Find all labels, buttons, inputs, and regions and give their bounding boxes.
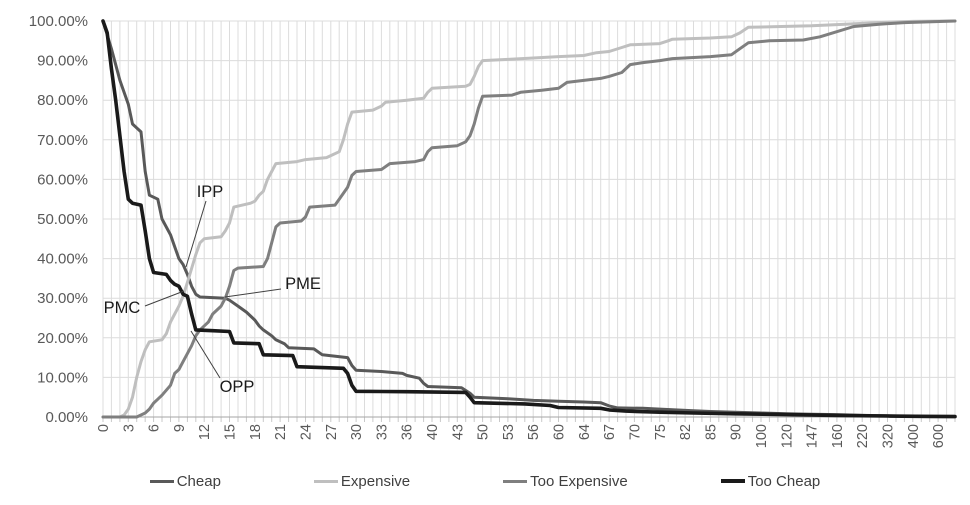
- legend-line-too-expensive: [503, 479, 528, 483]
- legend-item-too-expensive[interactable]: Too Expensive: [503, 473, 628, 490]
- legend-line-too-cheap: [720, 479, 745, 483]
- annotation-leader-pmc: [144, 290, 185, 307]
- x-tick-label: 12: [197, 424, 213, 440]
- series-line-too-expensive[interactable]: [101, 19, 957, 419]
- y-tick-label: 0.00%: [45, 409, 88, 426]
- x-tick-label: 67: [602, 424, 618, 440]
- legend-line-expensive: [313, 479, 338, 483]
- x-tick-label: 120: [779, 424, 795, 448]
- x-tick-label: 15: [223, 424, 239, 440]
- annotation-label-pmc: PMC: [104, 299, 141, 317]
- x-tick-label: 24: [299, 424, 315, 440]
- x-tick-label: 220: [855, 424, 871, 448]
- x-tick-label: 85: [703, 424, 719, 440]
- legend-label-expensive: Expensive: [340, 472, 411, 490]
- x-tick-label: 70: [627, 424, 643, 440]
- y-tick-label: 100.00%: [29, 13, 88, 30]
- axis-labels: 0.00% 10.00% 20.00% 30.00% 40.00% 50.00% 60.00…: [29, 13, 947, 448]
- y-tick-label: 80.00%: [37, 92, 88, 109]
- x-tick-label: 56: [526, 424, 542, 440]
- x-tick-label: 36: [400, 424, 416, 440]
- x-tick-label: 50: [476, 424, 492, 440]
- x-tick-label: 43: [450, 424, 466, 440]
- x-tick-label: 40: [425, 424, 441, 440]
- x-tick-label: 600: [931, 424, 947, 448]
- annotation-label-opp: OPP: [220, 378, 255, 396]
- annotation-label-ipp: IPP: [197, 183, 224, 201]
- legend-label-too-expensive: Too Expensive: [530, 472, 628, 490]
- x-tick-label: 64: [577, 424, 593, 440]
- legend-item-too-cheap[interactable]: Too Cheap: [720, 472, 821, 490]
- x-tick-label: 21: [273, 424, 289, 440]
- x-tick-label: 400: [906, 424, 922, 448]
- y-tick-label: 40.00%: [37, 251, 88, 268]
- annotation-leader-opp: [190, 330, 221, 379]
- x-tick-label: 100: [754, 424, 770, 448]
- x-tick-label: 82: [678, 424, 694, 440]
- x-tick-label: 3: [121, 424, 137, 432]
- series-lines: [101, 19, 957, 419]
- x-tick-label: 18: [248, 424, 264, 440]
- legend-item-cheap[interactable]: Cheap: [149, 472, 221, 490]
- x-tick-label: 33: [374, 424, 390, 440]
- x-tick-label: 60: [552, 424, 568, 440]
- y-tick-label: 30.00%: [37, 290, 88, 307]
- x-tick-label: 160: [830, 424, 846, 448]
- y-tick-label: 20.00%: [37, 330, 88, 347]
- y-tick-label: 50.00%: [37, 211, 88, 228]
- x-tick-label: 53: [501, 424, 517, 440]
- legend-label-cheap: Cheap: [176, 472, 221, 490]
- annotation-leader-pme: [224, 288, 282, 298]
- series-line-too-cheap[interactable]: [101, 19, 957, 419]
- y-tick-label: 70.00%: [37, 132, 88, 149]
- series-line-expensive[interactable]: [101, 19, 957, 419]
- x-tick-label: 0: [96, 424, 112, 432]
- x-tick-label: 75: [653, 424, 669, 440]
- x-tick-label: 9: [172, 424, 188, 432]
- y-tick-label: 60.00%: [37, 171, 88, 188]
- legend: Cheap Expensive Too Expensive Too Cheap: [0, 466, 970, 496]
- annotations: IPP PMC PME OPP: [104, 183, 321, 396]
- x-tick-label: 90: [729, 424, 745, 440]
- x-tick-label: 30: [349, 424, 365, 440]
- legend-item-expensive[interactable]: Expensive: [313, 472, 411, 490]
- y-tick-label: 10.00%: [37, 369, 88, 386]
- legend-line-cheap: [149, 479, 174, 483]
- annotation-label-pme: PME: [285, 275, 321, 293]
- x-tick-label: 147: [805, 424, 821, 448]
- legend-label-too-cheap: Too Cheap: [747, 472, 821, 490]
- x-tick-label: 6: [147, 424, 163, 432]
- x-tick-label: 320: [881, 424, 897, 448]
- y-tick-label: 90.00%: [37, 53, 88, 70]
- annotation-leader-ipp: [185, 200, 207, 268]
- series-line-cheap[interactable]: [101, 19, 957, 418]
- x-tick-label: 27: [324, 424, 340, 440]
